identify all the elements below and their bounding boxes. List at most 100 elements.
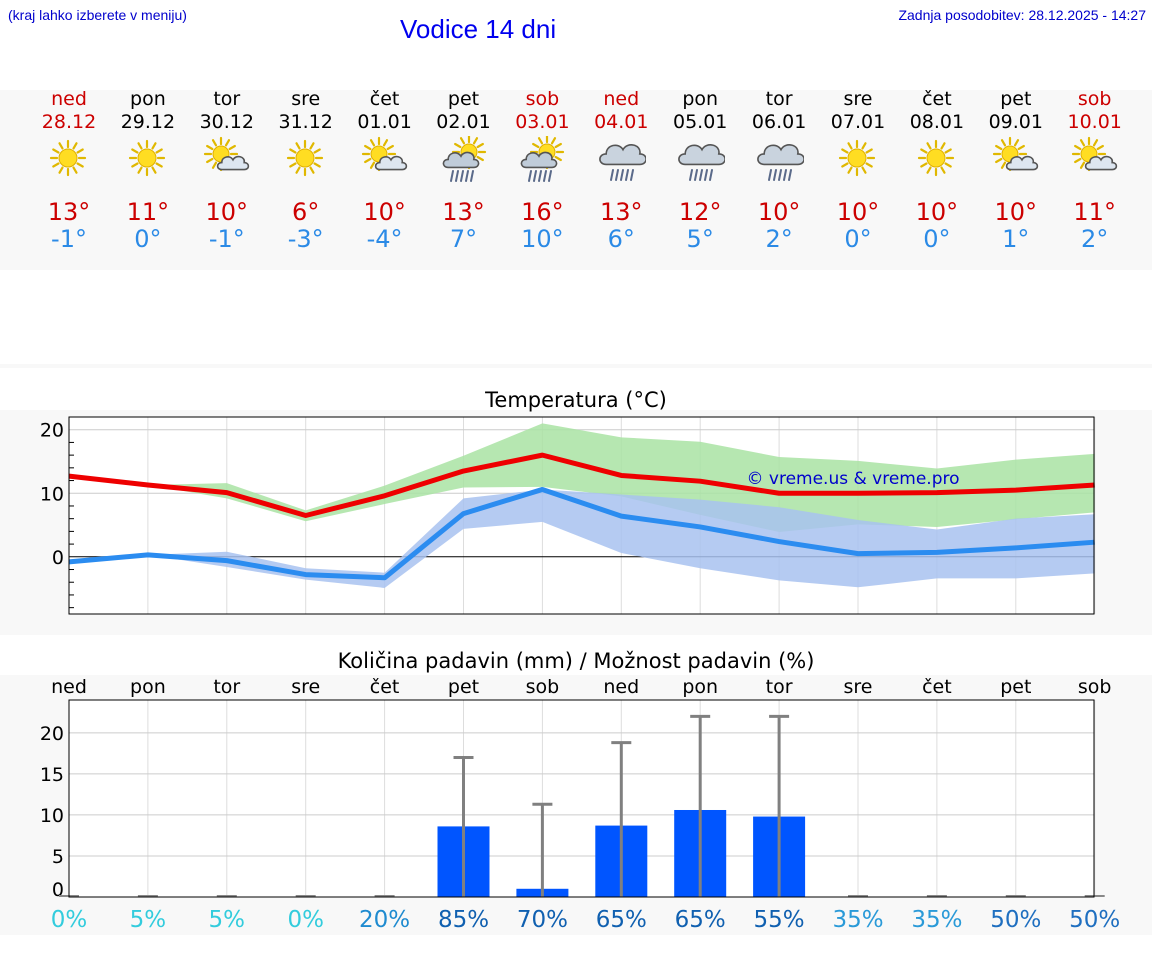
precip-day-label: ned bbox=[603, 676, 639, 698]
precip-probability: 5% bbox=[209, 907, 246, 933]
precip-day-label: sre bbox=[291, 676, 320, 698]
max-temp: 13° bbox=[600, 198, 643, 226]
precip-probability: 0% bbox=[51, 907, 88, 933]
y-tick-label: 20 bbox=[40, 420, 64, 442]
precip-day-label: tor bbox=[213, 676, 240, 698]
max-range-band bbox=[69, 423, 1095, 533]
day-date: 09.01 bbox=[988, 111, 1043, 133]
sun-cloud-icon bbox=[361, 136, 407, 172]
day-name: sre bbox=[291, 88, 321, 110]
max-temp: 6° bbox=[292, 198, 320, 226]
precip-probability: 55% bbox=[754, 907, 805, 933]
max-temp: 10° bbox=[836, 198, 880, 226]
day-name: sre bbox=[843, 88, 873, 110]
cloud-rain-icon bbox=[678, 144, 726, 181]
sun-icon bbox=[49, 139, 87, 177]
day-name: čet bbox=[922, 88, 952, 110]
y-tick-label: 10 bbox=[40, 483, 64, 505]
cloud-rain-icon bbox=[757, 144, 805, 181]
precip-probability: 5% bbox=[130, 907, 167, 933]
day-date: 02.01 bbox=[436, 111, 491, 133]
day-date: 10.01 bbox=[1067, 111, 1122, 133]
cloud-rain-icon bbox=[599, 144, 647, 181]
max-temp: 11° bbox=[1073, 198, 1116, 226]
forecast-band bbox=[0, 90, 1152, 270]
precip-day-label: tor bbox=[766, 676, 793, 698]
day-date: 29.12 bbox=[120, 111, 176, 133]
max-temp: 13° bbox=[47, 198, 91, 226]
day-date: 04.01 bbox=[594, 111, 649, 133]
precip-probability: 35% bbox=[911, 907, 962, 933]
y-tick-label: 5 bbox=[52, 846, 64, 868]
y-tick-label: 20 bbox=[40, 723, 64, 745]
precip-chart: ned pon tor sre čet pet sob ned pon tor sre čet pet s… bbox=[40, 676, 1120, 933]
y-tick-label: 0 bbox=[52, 879, 64, 901]
day-name: čet bbox=[369, 88, 400, 110]
min-temp: 0° bbox=[134, 225, 162, 253]
precip-chart-title: Količina padavin (mm) / Možnost padavin … bbox=[337, 649, 815, 673]
day-name: tor bbox=[765, 88, 793, 110]
day-name: pon bbox=[130, 88, 166, 110]
precip-day-label: čet bbox=[370, 676, 400, 698]
precip-probability: 65% bbox=[596, 907, 647, 933]
day-name: pon bbox=[682, 88, 719, 110]
precip-day-label: ned bbox=[51, 676, 87, 698]
min-temp: -1° bbox=[51, 225, 87, 253]
precip-probability: 70% bbox=[517, 907, 568, 933]
precip-day-label: pet bbox=[448, 676, 479, 698]
day-date: 07.01 bbox=[830, 111, 886, 133]
sun-rain-icon bbox=[521, 136, 565, 182]
menu-hint[interactable]: (kraj lahko izberete v meniju) bbox=[8, 7, 187, 23]
min-temp: 2° bbox=[765, 225, 793, 253]
precip-probability: 50% bbox=[1069, 907, 1120, 933]
min-temp: 5° bbox=[686, 225, 714, 253]
y-tick-label: 0 bbox=[52, 547, 64, 569]
day-name: sob bbox=[525, 88, 560, 110]
precip-day-label: pon bbox=[130, 676, 166, 698]
min-temp: 7° bbox=[449, 225, 478, 253]
day-name: sob bbox=[1077, 88, 1112, 110]
sun-icon bbox=[128, 139, 165, 177]
watermark: © vreme.us & vreme.pro bbox=[746, 469, 959, 489]
min-temp: 1° bbox=[1002, 225, 1030, 253]
min-temp: 6° bbox=[607, 225, 635, 253]
min-range-band bbox=[69, 489, 1095, 588]
min-temp: 0° bbox=[844, 225, 872, 253]
day-date: 03.01 bbox=[515, 111, 570, 133]
day-date: 30.12 bbox=[199, 111, 254, 133]
min-temp: -4° bbox=[366, 225, 403, 253]
y-tick-label: 15 bbox=[40, 764, 64, 786]
plot-frame bbox=[68, 416, 1095, 615]
max-temp: 16° bbox=[521, 198, 564, 226]
min-temp: -1° bbox=[208, 225, 245, 253]
precip-day-label: pet bbox=[1000, 676, 1031, 698]
min-temp: 10° bbox=[521, 225, 564, 253]
precip-probability: 85% bbox=[438, 907, 489, 933]
sun-icon bbox=[917, 139, 954, 177]
day-date: 05.01 bbox=[672, 111, 728, 133]
max-temp: 13° bbox=[442, 198, 485, 226]
sun-cloud-icon bbox=[1071, 136, 1117, 172]
max-temp: 10° bbox=[915, 198, 959, 226]
divider bbox=[0, 364, 1152, 368]
min-temp: 0° bbox=[923, 225, 951, 253]
sun-icon bbox=[838, 139, 876, 177]
precip-day-label: sre bbox=[844, 676, 873, 698]
plot-frame bbox=[68, 699, 1095, 898]
forecast-days: ned 28.12 13° -1° pon 29.12 11° 0° tor 30.12 10° -1… bbox=[0, 0, 1152, 300]
precip-day-label: sob bbox=[526, 676, 560, 698]
last-updated: Zadnja posodobitev: 28.12.2025 - 14:27 bbox=[898, 7, 1146, 23]
max-temp: 10° bbox=[205, 198, 249, 226]
precip-probability: 50% bbox=[990, 907, 1041, 933]
precip-probability: 35% bbox=[832, 907, 883, 933]
day-name: tor bbox=[213, 88, 241, 110]
precip-probability: 0% bbox=[287, 907, 324, 933]
sun-rain-icon bbox=[442, 136, 486, 182]
page-title: Vodice 14 dni bbox=[400, 14, 557, 44]
day-name: ned bbox=[603, 88, 640, 110]
day-name: pet bbox=[447, 88, 480, 110]
max-temp: 10° bbox=[757, 198, 801, 226]
day-date: 08.01 bbox=[909, 111, 965, 133]
max-temp: 10° bbox=[363, 198, 406, 226]
day-date: 06.01 bbox=[751, 111, 807, 133]
